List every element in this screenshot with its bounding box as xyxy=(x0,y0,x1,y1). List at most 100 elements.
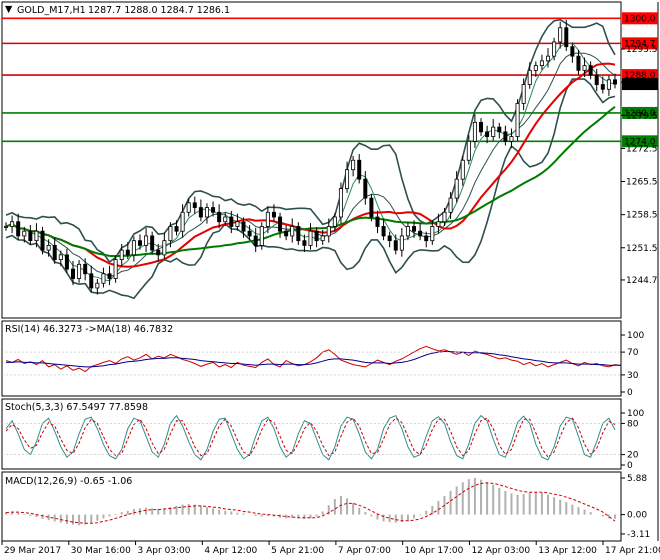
candle-body xyxy=(284,230,289,237)
candle-body xyxy=(223,216,228,223)
time-tick-label: 30 Mar 16:00 xyxy=(71,546,131,556)
candle-body xyxy=(594,74,599,85)
macd-panel: 5.88 0.00 -3.11 xyxy=(5,474,650,540)
candle-body xyxy=(278,216,283,232)
stoch-tick-label: 0 xyxy=(627,461,633,471)
macd-frame xyxy=(1,471,622,542)
panel-frames xyxy=(1,1,659,542)
candle-body xyxy=(10,221,15,227)
macd-title: MACD(12,26,9) -0.65 -1.06 xyxy=(5,476,132,487)
rsi-panel: 100 70 30 0 xyxy=(2,331,644,398)
candle-body xyxy=(369,197,374,218)
rsi-frame xyxy=(1,320,622,397)
level-label: 1300.0 xyxy=(624,14,656,24)
time-tick-label: 3 Apr 03:00 xyxy=(138,546,191,556)
candle-body xyxy=(539,60,544,67)
candle-body xyxy=(125,249,130,256)
candle-body xyxy=(527,69,532,85)
candle-body xyxy=(564,27,569,48)
candle-body xyxy=(345,169,350,190)
rsi-tick-label: 30 xyxy=(627,371,639,381)
candle-body xyxy=(308,230,313,246)
price-tick-label: 1251.5 xyxy=(626,244,658,254)
candle-body xyxy=(46,244,51,251)
rsi-series-1 xyxy=(6,351,622,368)
candle-body xyxy=(290,226,295,237)
candle-body xyxy=(16,221,21,237)
candle-body xyxy=(588,65,593,76)
candle-body xyxy=(235,221,240,227)
candle-body xyxy=(144,235,149,246)
rsi-series-0 xyxy=(5,345,622,373)
candles xyxy=(4,19,618,295)
candle-body xyxy=(521,84,526,104)
candle-body xyxy=(332,216,337,227)
price-tick-label: 1286.5 xyxy=(626,78,658,88)
candle-body xyxy=(351,159,356,171)
candle-body xyxy=(515,103,520,137)
candle-body xyxy=(576,55,581,71)
price-tick-label: 1258.5 xyxy=(626,211,658,221)
instrument-header: GOLD_M17,H1 xyxy=(17,5,86,16)
candle-body xyxy=(606,79,611,90)
candle-body xyxy=(253,235,258,246)
current-price-box xyxy=(622,78,658,91)
candle-body xyxy=(485,131,490,137)
rsi-tick-label: 100 xyxy=(627,331,644,341)
candle-body xyxy=(271,211,276,218)
menu-glyph[interactable]: ▼ xyxy=(5,4,13,15)
candle-body xyxy=(314,230,319,242)
ohlc-readout: 1287.7 1288.0 1284.7 1286.1 xyxy=(88,5,230,16)
rsi-tick-label: 70 xyxy=(627,348,639,358)
candle-body xyxy=(509,136,514,142)
level-label: 1280.0 xyxy=(624,109,656,119)
time-tick-label: 12 Apr 03:00 xyxy=(471,546,530,556)
time-tick-label: 10 Apr 17:00 xyxy=(405,546,464,556)
stoch-tick-label: 80 xyxy=(627,419,639,429)
candle-body xyxy=(95,282,100,289)
price-tick-label: 1279.5 xyxy=(626,111,658,121)
level-box xyxy=(622,106,658,119)
candle-body xyxy=(58,254,63,260)
candle-body xyxy=(198,207,203,218)
candle-body xyxy=(418,230,423,237)
bollinger-lower xyxy=(5,78,616,300)
candle-body xyxy=(387,235,392,242)
candle-body xyxy=(552,41,557,57)
candle-body xyxy=(375,216,380,227)
price-levels: 1300.0 1294.7 1288.0 1280.0 1274.0 1286.1 xyxy=(2,12,658,148)
candle-body xyxy=(259,226,264,246)
candle-body xyxy=(479,121,484,133)
candle-body xyxy=(302,240,307,246)
candle-body xyxy=(52,244,57,260)
price-axis: 1244.7 1251.5 1258.5 1265.5 1272.5 1279.5 1286… xyxy=(621,45,658,286)
candle-body xyxy=(186,202,191,213)
macd-tick-label: 0.00 xyxy=(627,511,647,521)
candle-body xyxy=(296,226,301,242)
candle-body xyxy=(265,211,270,227)
candle-body xyxy=(399,235,404,251)
candle-body xyxy=(174,226,179,232)
candle-body xyxy=(247,230,252,237)
candle-body xyxy=(497,126,502,133)
candle-body xyxy=(192,202,197,208)
candle-body xyxy=(64,254,69,270)
level-label: 1294.7 xyxy=(624,39,656,49)
macd-tick-label: -3.11 xyxy=(627,530,650,540)
candle-body xyxy=(229,216,234,227)
candle-body xyxy=(83,263,88,275)
candle-body xyxy=(424,235,429,242)
candle-body xyxy=(412,226,417,232)
candle-body xyxy=(448,197,453,213)
candle-body xyxy=(119,249,124,260)
level-box xyxy=(622,37,658,50)
candle-body xyxy=(70,268,75,279)
price-tick-label: 1265.5 xyxy=(626,178,658,188)
candle-body xyxy=(582,65,587,71)
level-label: 1274.0 xyxy=(624,137,656,147)
candle-body xyxy=(101,273,106,284)
price-tick-label: 1272.5 xyxy=(626,144,658,154)
candle-body xyxy=(533,65,538,71)
price-panel: 1300.0 1294.7 1288.0 1280.0 1274.0 1286.1 124… xyxy=(2,12,658,300)
